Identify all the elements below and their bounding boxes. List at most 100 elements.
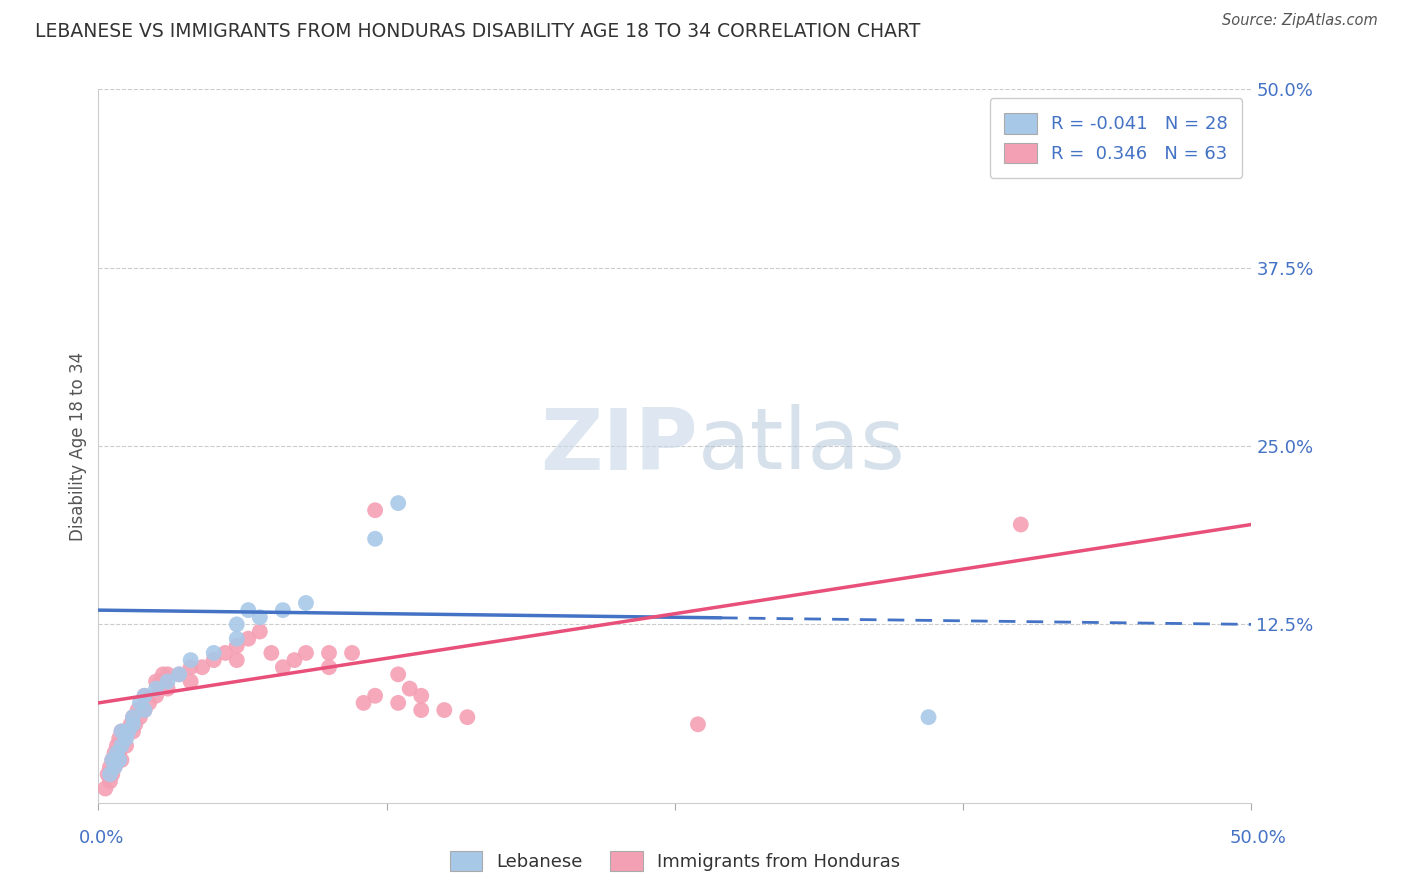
Point bbox=[318, 646, 340, 660]
Point bbox=[353, 696, 375, 710]
Point bbox=[112, 731, 135, 746]
Point bbox=[124, 717, 146, 731]
Text: atlas: atlas bbox=[697, 404, 905, 488]
Point bbox=[283, 653, 305, 667]
Point bbox=[110, 724, 132, 739]
Point bbox=[134, 703, 156, 717]
Point bbox=[387, 496, 409, 510]
Point bbox=[1010, 517, 1032, 532]
Point bbox=[364, 503, 387, 517]
Point bbox=[122, 710, 145, 724]
Point bbox=[917, 710, 939, 724]
Point bbox=[156, 674, 179, 689]
Point bbox=[115, 739, 138, 753]
Point bbox=[149, 674, 172, 689]
Text: 50.0%: 50.0% bbox=[1230, 829, 1286, 847]
Point bbox=[134, 689, 156, 703]
Point bbox=[433, 703, 456, 717]
Text: Source: ZipAtlas.com: Source: ZipAtlas.com bbox=[1222, 13, 1378, 29]
Point bbox=[214, 646, 236, 660]
Point bbox=[110, 724, 132, 739]
Point bbox=[156, 681, 179, 696]
Point bbox=[202, 653, 225, 667]
Point bbox=[134, 703, 156, 717]
Point bbox=[225, 632, 247, 646]
Point bbox=[138, 696, 160, 710]
Point bbox=[364, 532, 387, 546]
Point bbox=[98, 774, 121, 789]
Point bbox=[115, 724, 138, 739]
Point bbox=[103, 746, 125, 760]
Point bbox=[180, 653, 202, 667]
Point bbox=[108, 731, 131, 746]
Point bbox=[686, 717, 709, 731]
Point bbox=[108, 746, 131, 760]
Point bbox=[318, 660, 340, 674]
Point bbox=[271, 660, 294, 674]
Text: ZIP: ZIP bbox=[540, 404, 697, 488]
Point bbox=[105, 746, 128, 760]
Point bbox=[129, 710, 152, 724]
Y-axis label: Disability Age 18 to 34: Disability Age 18 to 34 bbox=[69, 351, 87, 541]
Legend: R = -0.041   N = 28, R =  0.346   N = 63: R = -0.041 N = 28, R = 0.346 N = 63 bbox=[990, 98, 1243, 178]
Point bbox=[122, 717, 145, 731]
Point bbox=[145, 681, 167, 696]
Point bbox=[249, 624, 271, 639]
Point bbox=[180, 660, 202, 674]
Point bbox=[202, 646, 225, 660]
Point bbox=[98, 760, 121, 774]
Point bbox=[238, 603, 260, 617]
Point bbox=[101, 753, 124, 767]
Point bbox=[225, 653, 247, 667]
Point bbox=[97, 767, 120, 781]
Point bbox=[340, 646, 363, 660]
Point bbox=[105, 739, 128, 753]
Point bbox=[387, 696, 409, 710]
Point bbox=[110, 739, 132, 753]
Point bbox=[225, 617, 247, 632]
Point bbox=[295, 646, 318, 660]
Point bbox=[134, 689, 156, 703]
Point bbox=[238, 632, 260, 646]
Point bbox=[145, 674, 167, 689]
Point bbox=[156, 667, 179, 681]
Point bbox=[117, 724, 139, 739]
Point bbox=[122, 710, 145, 724]
Text: 0.0%: 0.0% bbox=[79, 829, 124, 847]
Point bbox=[110, 739, 132, 753]
Point bbox=[122, 724, 145, 739]
Point bbox=[167, 667, 190, 681]
Point bbox=[456, 710, 478, 724]
Point bbox=[120, 717, 142, 731]
Point bbox=[127, 703, 149, 717]
Point bbox=[364, 689, 387, 703]
Legend: Lebanese, Immigrants from Honduras: Lebanese, Immigrants from Honduras bbox=[443, 844, 907, 879]
Point bbox=[103, 760, 125, 774]
Point bbox=[101, 767, 124, 781]
Point bbox=[129, 696, 152, 710]
Point bbox=[271, 603, 294, 617]
Point bbox=[260, 646, 283, 660]
Point bbox=[387, 667, 409, 681]
Point bbox=[398, 681, 420, 696]
Point bbox=[191, 660, 214, 674]
Point bbox=[167, 667, 190, 681]
Point bbox=[411, 689, 433, 703]
Point bbox=[98, 767, 121, 781]
Point bbox=[249, 610, 271, 624]
Point bbox=[411, 703, 433, 717]
Point bbox=[103, 760, 125, 774]
Point bbox=[295, 596, 318, 610]
Point bbox=[225, 639, 247, 653]
Point bbox=[180, 674, 202, 689]
Point bbox=[108, 753, 131, 767]
Point bbox=[110, 753, 132, 767]
Point bbox=[115, 731, 138, 746]
Point bbox=[101, 753, 124, 767]
Text: LEBANESE VS IMMIGRANTS FROM HONDURAS DISABILITY AGE 18 TO 34 CORRELATION CHART: LEBANESE VS IMMIGRANTS FROM HONDURAS DIS… bbox=[35, 22, 921, 41]
Point bbox=[94, 781, 117, 796]
Point bbox=[152, 667, 174, 681]
Point bbox=[117, 724, 139, 739]
Point bbox=[105, 753, 128, 767]
Point bbox=[145, 689, 167, 703]
